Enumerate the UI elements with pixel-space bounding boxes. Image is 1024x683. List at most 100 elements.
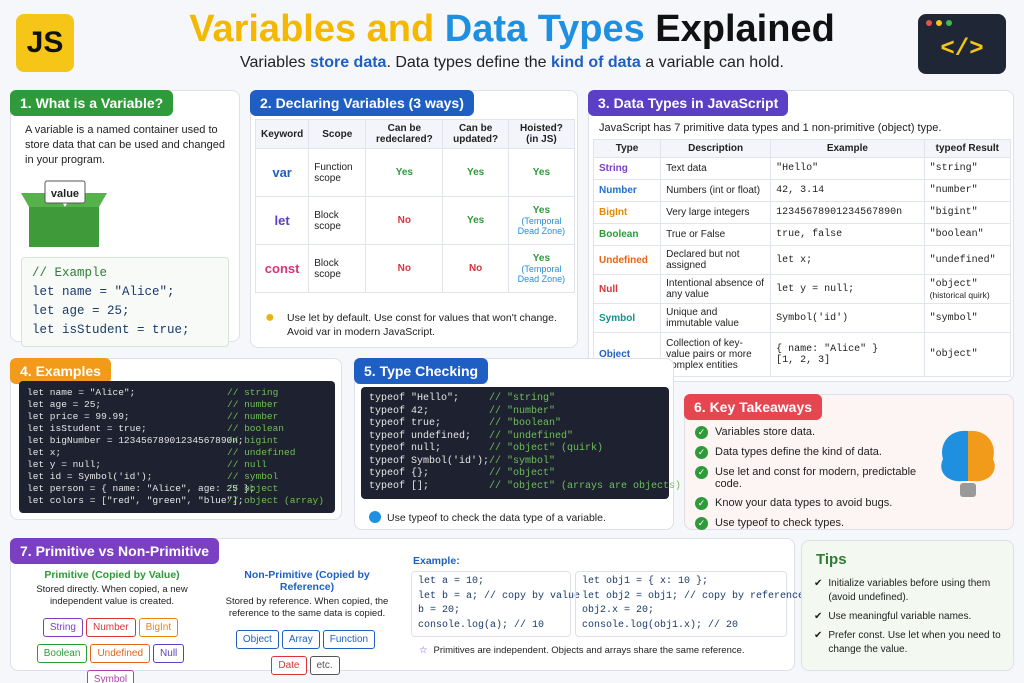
check-icon: ✓ — [695, 426, 708, 439]
code: let age = 25; — [27, 399, 102, 410]
check-icon: ✓ — [695, 446, 708, 459]
tag: String — [42, 618, 83, 637]
check-icon: ✓ — [695, 497, 708, 510]
panel-data-types: 3. Data Types in JavaScript JavaScript h… — [588, 90, 1014, 382]
code: typeof Symbol('id'); — [369, 455, 490, 467]
row: BigInt Very large integers 123456789012345… — [592, 201, 1012, 224]
header-cell: Scope — [308, 119, 367, 149]
hoisted: Yes — [532, 253, 551, 264]
row: Object Collection of key-value pairs or m… — [592, 332, 1012, 377]
check-icon: ✔ — [814, 611, 823, 622]
panel-takeaways: 6. Key Takeaways ✓ Variables store data. ✓… — [684, 394, 1014, 530]
item-text: Data types define the kind of data. — [715, 446, 882, 458]
example: "Hello" — [770, 157, 925, 180]
code: typeof 42; — [369, 405, 430, 417]
code: console.log(obj1.x); // 20 — [582, 619, 739, 631]
tip-text: Use let by default. Use const for values… — [287, 312, 557, 338]
typeof: "number" — [923, 179, 1012, 202]
header-cell: typeof Result — [923, 139, 1012, 158]
comment: // bigint — [227, 435, 279, 446]
item-text: Use typeof to check types. — [715, 517, 845, 529]
note-text: Use typeof to check the data type of a v… — [387, 512, 606, 524]
keyword: const — [254, 244, 310, 293]
subtitle-part: Variables — [240, 54, 310, 71]
typeof-note: (historical quirk) — [929, 289, 990, 300]
table: Type Description Example typeof Result Strin… — [592, 139, 1012, 377]
list: ✔ Initialize variables before using them … — [814, 577, 1004, 662]
row: Boolean True or False true, false "boolean" — [592, 223, 1012, 246]
code-icon: </> — [918, 14, 1006, 74]
example: 42, 3.14 — [770, 179, 925, 202]
list-item: ✓ Data types define the kind of data. — [695, 446, 925, 459]
example-code: 42, 3.14 — [776, 185, 825, 196]
type: BigInt — [592, 201, 662, 224]
example: let y = null; — [770, 274, 925, 304]
code: let obj1 = { x: 10 }; — [582, 576, 709, 587]
code-line: let bigNumber = 12345678901234567890n;//… — [27, 435, 327, 447]
header-row: Keyword Scope Can be redeclared? Can be upd… — [254, 119, 576, 149]
code: let isStudent = true; — [27, 423, 147, 434]
header-cell: Can be updated? — [442, 119, 509, 149]
subtitle: Variables store data. Data types define … — [0, 54, 1024, 72]
code: obj2.x = 20; — [582, 605, 655, 616]
typeof: "bigint" — [923, 201, 1012, 224]
type: String — [592, 157, 662, 180]
list-item: ✓ Use let and const for modern, predictab… — [695, 466, 925, 490]
code: let y = null; — [27, 459, 102, 470]
code: b = 20; — [418, 605, 461, 616]
comment: // "object" — [489, 468, 556, 479]
primitive-column: Primitive (Copied by Value) Stored direc… — [17, 569, 207, 683]
cell: Yes — [442, 196, 509, 245]
code: let name = "Alice"; — [32, 285, 175, 299]
typeof-result: "bigint" — [929, 207, 978, 218]
code: let person = { name: "Alice", age: 25 }; — [27, 483, 256, 494]
example-label: Example: — [413, 555, 460, 567]
code: let bigNumber = 12345678901234567890n; — [27, 435, 244, 446]
item-text: Initialize variables before using them (… — [828, 578, 991, 603]
header-cell: Keyword — [254, 119, 310, 149]
js-logo: JS — [16, 14, 74, 72]
note: ☆ Primitives are independent. Objects and… — [419, 645, 745, 656]
comment: // string — [227, 387, 279, 398]
list: ✓ Variables store data. ✓ Data types define… — [695, 426, 925, 537]
note: Use typeof to check the data type of a v… — [369, 511, 606, 524]
code-line: let colors = ["red", "green", "blue"];//… — [27, 495, 327, 507]
scope: Function scope — [308, 148, 367, 197]
cell: No — [442, 244, 509, 293]
check-icon: ✓ — [695, 517, 708, 530]
tip: ● Use let by default. Use const for value… — [265, 310, 571, 339]
subtitle-part: store data — [309, 54, 387, 71]
comment: // "string" — [489, 393, 556, 404]
code-line: let obj2 = obj1; // copy by reference — [582, 590, 804, 605]
comment: // "symbol" — [489, 455, 556, 467]
code: let a = 10; — [418, 576, 485, 587]
cell: Yes (Temporal Dead Zone) — [507, 244, 576, 293]
list-item: ✓ Use typeof to check types. — [695, 517, 925, 530]
code-line: typeof "Hello"; // "string" — [369, 393, 661, 406]
example-code: 12345678901234567890n — [776, 207, 903, 218]
code: typeof "Hello"; — [369, 393, 460, 404]
description: Declared but not assigned — [660, 245, 772, 275]
item-text: Know your data types to avoid bugs. — [715, 497, 893, 509]
code-line: let obj1 = { x: 10 }; — [582, 575, 780, 590]
panel-title: 6. Key Takeaways — [684, 394, 823, 420]
code: let name = "Alice"; — [27, 387, 136, 398]
scope: Block scope — [308, 244, 367, 293]
code-line: console.log(a); // 10 — [418, 619, 564, 634]
code-line: let isStudent = true; — [32, 321, 218, 340]
table: Keyword Scope Can be redeclared? Can be upd… — [254, 119, 576, 293]
description: Numbers (int or float) — [660, 179, 772, 202]
text: A variable is a named container used to … — [25, 124, 225, 166]
header-cell: Description — [660, 139, 772, 158]
example: Symbol('id') — [770, 303, 925, 333]
comment: // symbol — [227, 471, 279, 482]
example-code: let y = null; — [776, 283, 855, 295]
comment: // undefined — [227, 447, 296, 458]
code: typeof undefined; — [369, 430, 472, 442]
header-cell: Can be redeclared? — [365, 119, 444, 149]
code-line: let age = 25; // number — [27, 399, 327, 411]
tag: BigInt — [138, 618, 179, 637]
row: Number Numbers (int or float) 42, 3.14 "num… — [592, 179, 1012, 202]
cell: Yes — [507, 148, 576, 197]
code-line: let age = 25; — [32, 302, 218, 321]
